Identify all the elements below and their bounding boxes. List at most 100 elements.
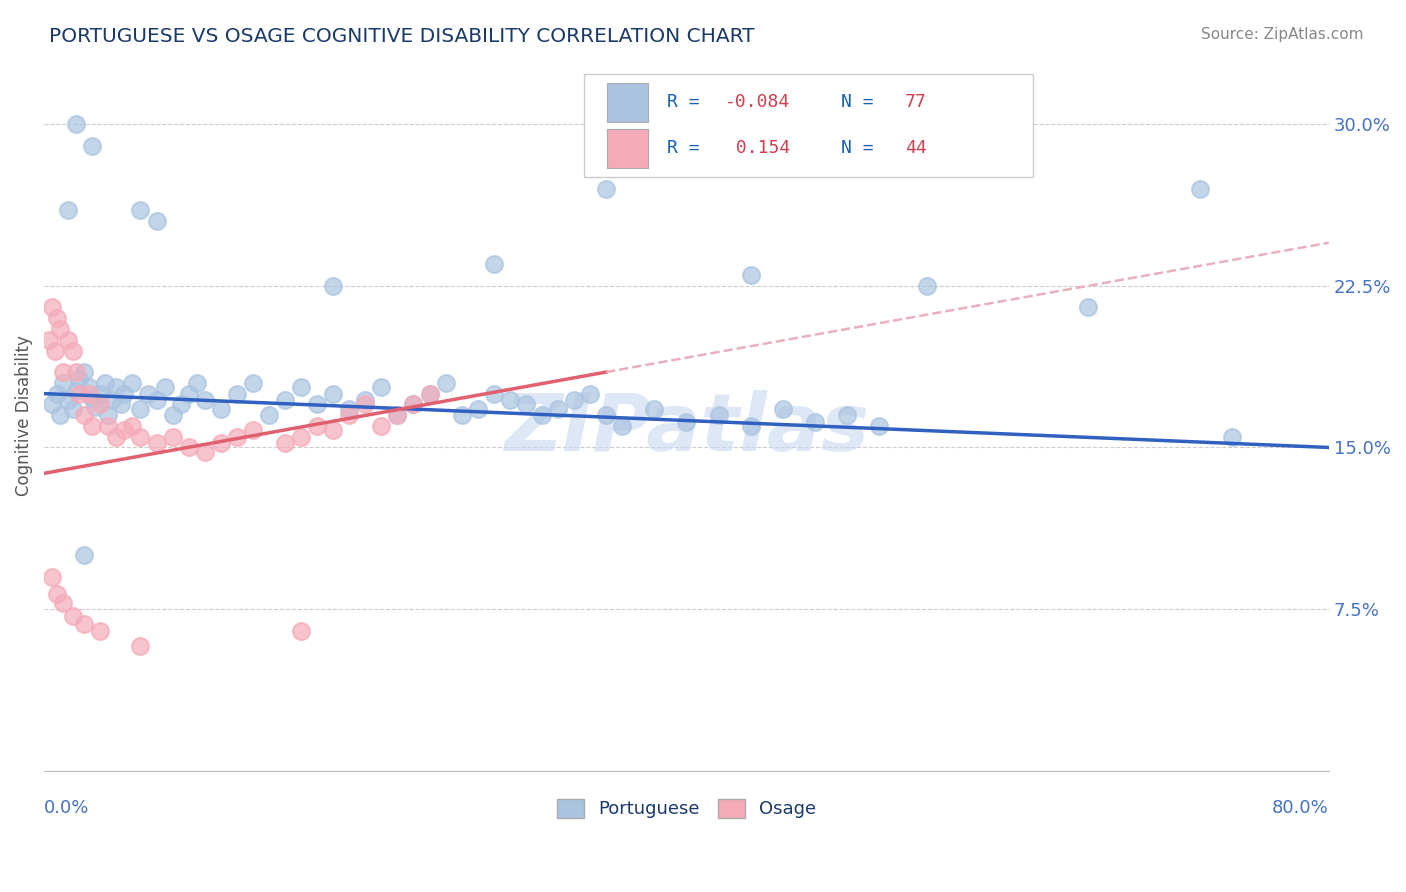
Point	[112, 423, 135, 437]
Text: 44: 44	[905, 139, 927, 158]
Point	[242, 423, 264, 437]
Text: N =: N =	[841, 94, 884, 112]
Point	[97, 408, 120, 422]
Text: 0.0%: 0.0%	[44, 799, 90, 817]
Point	[69, 386, 91, 401]
Point	[89, 397, 111, 411]
Point	[169, 397, 191, 411]
Point	[129, 430, 152, 444]
Point	[73, 548, 96, 562]
Point	[307, 418, 329, 433]
Point	[186, 376, 208, 390]
Point	[434, 376, 457, 390]
Legend: Portuguese, Osage: Portuguese, Osage	[550, 792, 824, 826]
Point	[467, 401, 489, 416]
Point	[82, 418, 104, 433]
Point	[73, 365, 96, 379]
Point	[772, 401, 794, 416]
Point	[370, 380, 392, 394]
Point	[354, 397, 377, 411]
Text: R =: R =	[668, 139, 710, 158]
Point	[73, 617, 96, 632]
Point	[804, 415, 827, 429]
Point	[97, 418, 120, 433]
Point	[145, 436, 167, 450]
Point	[643, 401, 665, 416]
Text: R =: R =	[668, 94, 710, 112]
Point	[46, 587, 69, 601]
Point	[337, 401, 360, 416]
Point	[100, 393, 122, 408]
Point	[595, 182, 617, 196]
Point	[52, 596, 75, 610]
Point	[77, 380, 100, 394]
Text: PORTUGUESE VS OSAGE COGNITIVE DISABILITY CORRELATION CHART: PORTUGUESE VS OSAGE COGNITIVE DISABILITY…	[49, 27, 755, 45]
Point	[740, 418, 762, 433]
Point	[209, 401, 232, 416]
Point	[290, 380, 312, 394]
Point	[46, 386, 69, 401]
Point	[209, 436, 232, 450]
Point	[1189, 182, 1212, 196]
Point	[515, 397, 537, 411]
Point	[290, 430, 312, 444]
Point	[112, 386, 135, 401]
Point	[917, 278, 939, 293]
Text: 0.154: 0.154	[725, 139, 790, 158]
Text: Source: ZipAtlas.com: Source: ZipAtlas.com	[1201, 27, 1364, 42]
Point	[274, 436, 297, 450]
Point	[579, 386, 602, 401]
Point	[77, 386, 100, 401]
Point	[418, 386, 440, 401]
Point	[530, 408, 553, 422]
Point	[402, 397, 425, 411]
Point	[62, 608, 84, 623]
Point	[69, 371, 91, 385]
Point	[868, 418, 890, 433]
Point	[82, 391, 104, 405]
Point	[46, 311, 69, 326]
Point	[194, 444, 217, 458]
Point	[58, 393, 80, 408]
Point	[153, 380, 176, 394]
Point	[89, 624, 111, 638]
Point	[49, 408, 72, 422]
Point	[129, 401, 152, 416]
Point	[121, 376, 143, 390]
Y-axis label: Cognitive Disability: Cognitive Disability	[15, 334, 32, 496]
FancyBboxPatch shape	[607, 83, 648, 122]
Point	[41, 570, 63, 584]
Point	[73, 408, 96, 422]
Point	[94, 376, 117, 390]
Point	[337, 408, 360, 422]
Point	[44, 343, 66, 358]
Point	[387, 408, 409, 422]
Point	[225, 430, 247, 444]
Point	[58, 203, 80, 218]
Point	[41, 397, 63, 411]
Text: 80.0%: 80.0%	[1272, 799, 1329, 817]
Point	[450, 408, 472, 422]
Point	[65, 117, 87, 131]
Point	[105, 430, 128, 444]
Point	[177, 441, 200, 455]
Point	[162, 430, 184, 444]
Point	[62, 343, 84, 358]
Point	[177, 386, 200, 401]
Text: N =: N =	[841, 139, 884, 158]
Point	[145, 214, 167, 228]
Text: ZIPatlas: ZIPatlas	[503, 391, 869, 468]
Point	[145, 393, 167, 408]
Point	[595, 408, 617, 422]
Point	[194, 393, 217, 408]
Point	[58, 333, 80, 347]
Point	[482, 257, 505, 271]
Point	[257, 408, 280, 422]
Point	[52, 376, 75, 390]
Point	[499, 393, 522, 408]
Point	[562, 393, 585, 408]
Point	[482, 386, 505, 401]
Point	[65, 365, 87, 379]
Point	[547, 401, 569, 416]
Point	[387, 408, 409, 422]
